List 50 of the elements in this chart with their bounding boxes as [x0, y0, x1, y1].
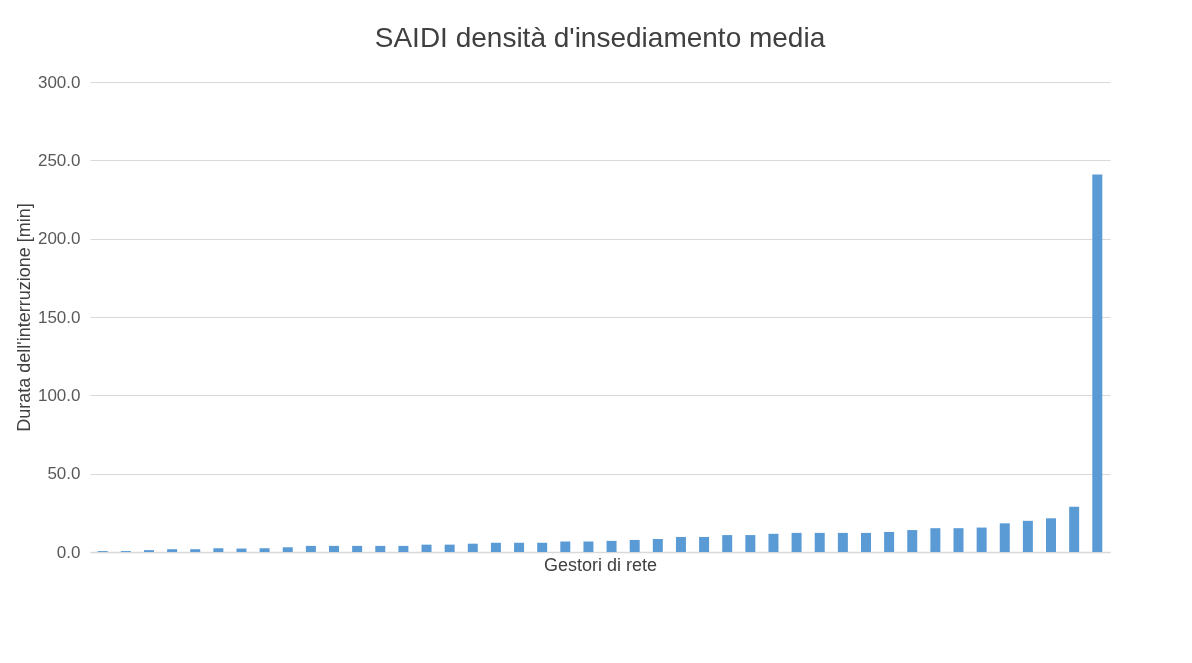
y-tick-label: 50.0 — [47, 464, 81, 484]
bar — [560, 541, 571, 552]
bar — [652, 539, 663, 552]
bar — [375, 545, 386, 552]
bar — [514, 542, 525, 552]
bar — [537, 542, 548, 552]
bar — [398, 545, 409, 552]
bar — [352, 545, 363, 552]
bar — [190, 549, 201, 552]
bar — [675, 536, 686, 552]
bar — [213, 548, 224, 552]
bar — [837, 532, 848, 552]
y-tick-label: 100.0 — [37, 385, 81, 405]
y-tick-label: 150.0 — [37, 307, 81, 327]
bar — [768, 533, 779, 552]
bar — [1069, 506, 1080, 552]
bar — [930, 528, 941, 552]
bar — [629, 539, 640, 552]
bar — [953, 528, 964, 552]
bar — [907, 530, 918, 552]
bar — [814, 532, 825, 552]
bar — [305, 545, 316, 552]
bar — [722, 535, 733, 552]
bar — [329, 545, 340, 552]
bar — [1092, 174, 1103, 552]
bar — [583, 541, 594, 552]
chart-title: SAIDI densità d'insediamento media — [374, 22, 826, 53]
bar — [1046, 518, 1057, 552]
bar — [444, 544, 455, 552]
bar — [699, 536, 710, 552]
bar — [467, 543, 478, 552]
x-axis-title: Gestori di rete — [543, 554, 658, 575]
bar — [791, 532, 802, 552]
bar — [1022, 520, 1033, 552]
bar — [860, 532, 871, 552]
bar — [976, 527, 987, 552]
bar — [745, 535, 756, 552]
bar — [606, 540, 617, 552]
y-axis-title: Durata dell'interruzione [min] — [13, 203, 34, 432]
y-tick-label: 0.0 — [56, 542, 81, 562]
y-tick-label: 300.0 — [37, 72, 81, 92]
bar — [421, 544, 432, 552]
bar — [884, 531, 895, 552]
y-tick-label: 250.0 — [37, 150, 81, 170]
bar — [999, 523, 1010, 552]
bar — [167, 549, 178, 552]
bar — [490, 542, 501, 552]
bar — [282, 547, 293, 552]
bar — [259, 548, 270, 552]
y-tick-label: 200.0 — [37, 229, 81, 249]
